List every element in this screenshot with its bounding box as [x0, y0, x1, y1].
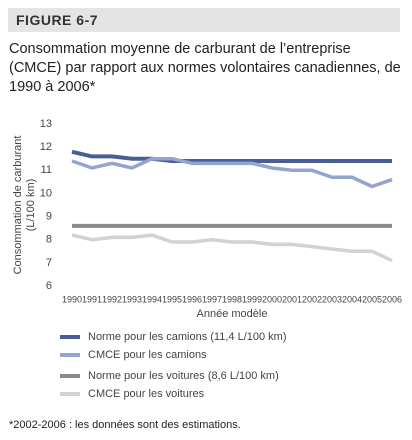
- x-tick-label: 2002: [302, 294, 322, 304]
- x-tick-label: 2003: [322, 294, 342, 304]
- footnote: *2002-2006 : les données sont des estima…: [9, 419, 241, 431]
- series-line: [71, 233, 393, 263]
- y-tick-label: 8: [46, 234, 52, 246]
- series-line: [71, 149, 392, 164]
- x-tick-label: 1994: [142, 294, 162, 304]
- figure-header: FIGURE 6-7: [8, 8, 400, 32]
- y-tick-label: 13: [40, 118, 52, 130]
- chart-title: Consommation moyenne de carburant de l’e…: [9, 41, 401, 95]
- x-tick-label: 2006: [382, 294, 402, 304]
- x-tick-label: 2000: [262, 294, 282, 304]
- y-tick-label: 6: [46, 280, 52, 292]
- x-tick-label: 1998: [222, 294, 242, 304]
- y-axis-label: (L/100 km): [25, 179, 37, 232]
- x-tick-label: 1996: [182, 294, 202, 304]
- figure-label: FIGURE 6-7: [16, 12, 99, 28]
- x-tick-label: 1999: [242, 294, 262, 304]
- y-tick-label: 7: [46, 257, 52, 269]
- x-tick-label: 1995: [162, 294, 182, 304]
- legend-label: CMCE pour les camions: [88, 349, 207, 361]
- x-tick-label: 1997: [202, 294, 222, 304]
- x-tick-label: 2004: [342, 294, 362, 304]
- x-tick-label: 2001: [282, 294, 302, 304]
- y-tick-label: 12: [40, 141, 52, 153]
- legend-label: Norme pour les voitures (8,6 L/100 km): [88, 370, 279, 382]
- y-tick-label: 11: [41, 164, 52, 176]
- y-tick-label: 10: [40, 187, 52, 199]
- legend-label: CMCE pour les voitures: [88, 388, 205, 400]
- x-axis-label: Année modèle: [197, 308, 268, 320]
- x-tick-label: 1990: [62, 294, 82, 304]
- y-tick-label: 9: [46, 210, 52, 222]
- legend-label: Norme pour les camions (11,4 L/100 km): [88, 331, 287, 343]
- x-tick-label: 1991: [82, 294, 102, 304]
- x-tick-label: 1993: [122, 294, 142, 304]
- x-tick-label: 1992: [102, 294, 122, 304]
- series-line: [71, 156, 393, 189]
- x-tick-label: 2005: [362, 294, 382, 304]
- y-axis-label: Consommation de carburant: [12, 136, 24, 275]
